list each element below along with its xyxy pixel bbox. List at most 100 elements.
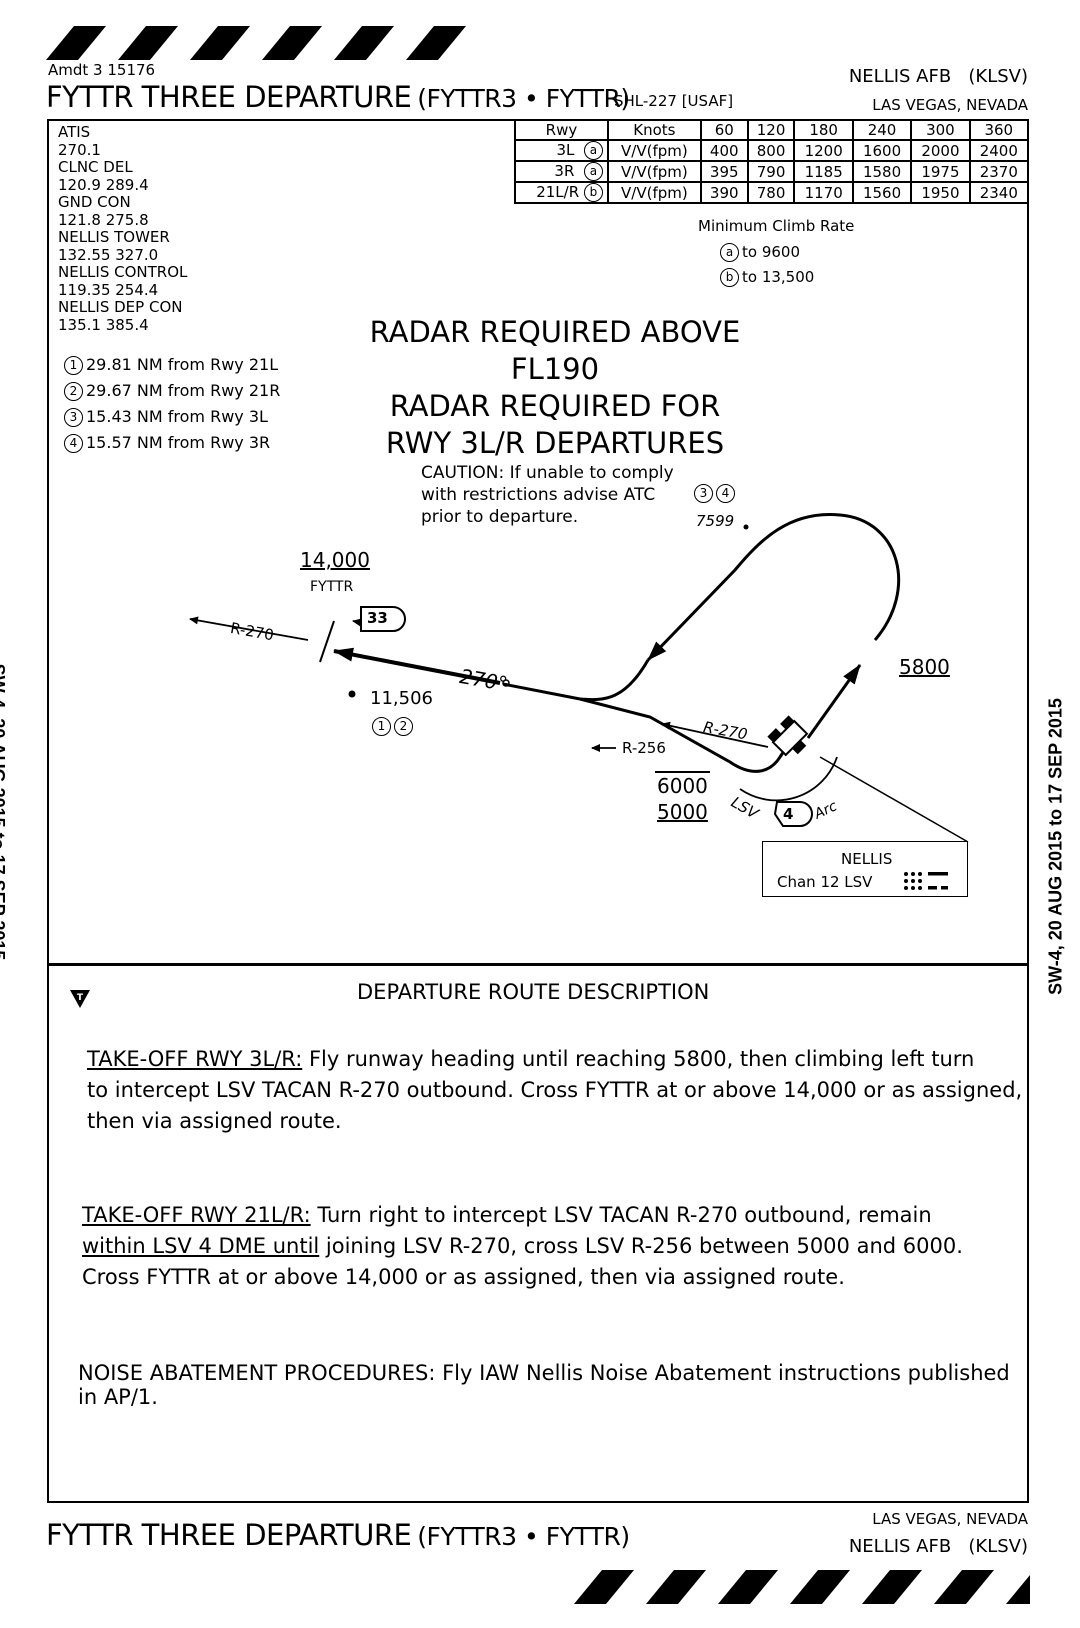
runway-cell: 3L xyxy=(556,141,575,159)
comm-name: CLNC DEL xyxy=(58,158,133,176)
distance-note: 1 29.81 NM from Rwy 21L xyxy=(64,352,280,378)
comm-freq: 121.8 275.8 xyxy=(58,210,149,229)
note-number: 2 xyxy=(64,382,83,401)
airport-ident: (KLSV) xyxy=(968,66,1028,87)
note-marker: a xyxy=(583,141,603,160)
footer-city: LAS VEGAS, NEVADA xyxy=(872,1510,1028,1528)
rwy3-climb-segment xyxy=(806,664,862,739)
rate-cell: 395 xyxy=(699,160,749,183)
fix-dme-value: 33 xyxy=(367,609,388,627)
note-marker: b xyxy=(720,268,739,287)
caution-line: with restrictions advise ATC xyxy=(421,485,656,505)
footer-airport: NELLIS AFB (KLSV) xyxy=(849,1536,1028,1557)
climb-rate-table: Rwy Knots 60 120 180 240 300 360 3L a V/… xyxy=(514,119,1030,204)
climb-note: a to 9600 xyxy=(720,240,814,265)
rate-cell: 2400 xyxy=(968,139,1030,162)
rwy3-turn-segment xyxy=(646,512,901,662)
unit-cell: V/V(fpm) xyxy=(606,160,702,183)
route-270-segment xyxy=(333,647,501,685)
title-code: (FYTTR3 • FYTTR) xyxy=(417,84,630,113)
unit-cell: V/V(fpm) xyxy=(606,181,702,204)
airport-name: NELLIS AFB (KLSV) xyxy=(849,66,1028,87)
dme-arc xyxy=(739,756,838,802)
climb-note: b to 13,500 xyxy=(720,265,814,290)
note-number: 1 xyxy=(372,717,391,736)
unit-cell: V/V(fpm) xyxy=(606,139,702,162)
chart-ref: SHL-227 [USAF] xyxy=(614,92,734,110)
section-divider xyxy=(47,963,1029,966)
rate-cell: 2370 xyxy=(968,160,1030,183)
rate-cell: 2340 xyxy=(968,181,1030,204)
note-text: 29.67 NM from Rwy 21R xyxy=(86,381,281,400)
comm-name: NELLIS TOWER xyxy=(58,228,170,246)
comms-list: ATIS 270.1 CLNC DEL 120.9 289.4 GND CON … xyxy=(58,123,187,334)
fix-altitude: 14,000 xyxy=(300,548,370,572)
table-header-row: Rwy Knots 60 120 180 240 300 360 xyxy=(514,119,1030,141)
note-text: to 9600 xyxy=(742,243,801,261)
navaid-morse-code xyxy=(904,872,948,890)
distance-notes: 1 29.81 NM from Rwy 21L 2 29.67 NM from Rw… xyxy=(64,352,280,456)
svg-text:T: T xyxy=(77,993,84,1003)
caution-line: prior to departure. xyxy=(421,507,579,527)
airport-ident: (KLSV) xyxy=(968,1536,1028,1557)
comm-freq: 120.9 289.4 xyxy=(58,175,149,194)
rate-cell: 1560 xyxy=(851,181,913,204)
table-row: 3L a V/V(fpm) 400 800 1200 1600 2000 240… xyxy=(514,139,1030,162)
distance-note: 3 15.43 NM from Rwy 3L xyxy=(64,404,280,430)
caution-note: CAUTION: If unable to comply with restri… xyxy=(421,462,674,528)
airport-city: LAS VEGAS, NEVADA xyxy=(872,96,1028,114)
obstacle-elevation: 11,506 xyxy=(370,688,433,709)
fix-fyttr-tick xyxy=(319,620,335,663)
table-row: 3R a V/V(fpm) 395 790 1185 1580 1975 237… xyxy=(514,160,1030,183)
altitude-window: 6000 5000 xyxy=(655,771,710,825)
rate-cell: 1185 xyxy=(793,160,854,183)
bottom-hash-bar xyxy=(574,1570,1030,1604)
title-name: FYTTR THREE DEPARTURE xyxy=(46,1518,412,1552)
arc-dme-value: 4 xyxy=(783,805,794,823)
rate-cell: 1200 xyxy=(793,139,854,162)
airport: NELLIS AFB xyxy=(848,1536,952,1557)
navaid-box: NELLIS Chan 12 LSV xyxy=(762,841,968,897)
climb-notes: a to 9600 b to 13,500 xyxy=(720,240,814,290)
note-text: 15.43 NM from Rwy 3L xyxy=(86,407,268,426)
table-header: 180 xyxy=(793,119,854,141)
rate-cell: 400 xyxy=(699,139,749,162)
comm-name: ATIS xyxy=(58,123,91,141)
radial-256-label: R-256 xyxy=(622,739,666,757)
rate-cell: 1950 xyxy=(910,181,971,204)
noise-text: in AP/1. xyxy=(78,1385,158,1409)
table-header: Rwy xyxy=(514,119,609,141)
route-text: joining LSV R-270, cross LSV R-256 betwe… xyxy=(319,1234,963,1258)
top-hash-bar xyxy=(46,26,466,60)
course-degree-mark xyxy=(502,679,510,687)
radial-270-arrow xyxy=(189,616,309,641)
caution-line: CAUTION: If unable to comply xyxy=(421,463,674,483)
noise-abatement: NOISE ABATEMENT PROCEDURES: Fly IAW Nell… xyxy=(78,1361,1010,1409)
route-map xyxy=(189,512,969,890)
table-header: 240 xyxy=(851,119,913,141)
title-code: (FYTTR3 • FYTTR) xyxy=(417,1522,630,1551)
radar-line: RWY 3L/R DEPARTURES xyxy=(385,426,725,460)
rate-cell: 1580 xyxy=(851,160,913,183)
table-header: 360 xyxy=(968,119,1030,141)
note-marker: a xyxy=(720,243,739,262)
table-header: 300 xyxy=(910,119,971,141)
navaid-name: NELLIS xyxy=(841,850,893,868)
fix-dme-shield xyxy=(360,606,406,632)
route-rwy21: TAKE-OFF RWY 21L/R: Turn right to interc… xyxy=(82,1200,963,1293)
takeoff-minimums-icon: T xyxy=(70,990,90,1008)
obstacle-dot xyxy=(348,690,356,698)
table-row: 21L/R b V/V(fpm) 390 780 1170 1560 1950 … xyxy=(514,181,1030,204)
fix-name: FYTTR xyxy=(310,579,354,595)
distance-note: 2 29.67 NM from Rwy 21R xyxy=(64,378,280,404)
note-text: 15.57 NM from Rwy 3R xyxy=(86,433,271,452)
title-name: FYTTR THREE DEPARTURE xyxy=(46,80,412,114)
footer-title: FYTTR THREE DEPARTURE (FYTTR3 • FYTTR) xyxy=(46,1518,630,1552)
climb-altitude: 5800 xyxy=(899,655,950,679)
route-text: Turn right to intercept LSV TACAN R-270 … xyxy=(310,1203,932,1227)
radar-line: RADAR REQUIRED FOR xyxy=(389,389,721,423)
arc-dme-shield xyxy=(773,801,813,827)
rate-cell: 2000 xyxy=(910,139,971,162)
route-label: TAKE-OFF RWY 3L/R: xyxy=(87,1047,303,1071)
